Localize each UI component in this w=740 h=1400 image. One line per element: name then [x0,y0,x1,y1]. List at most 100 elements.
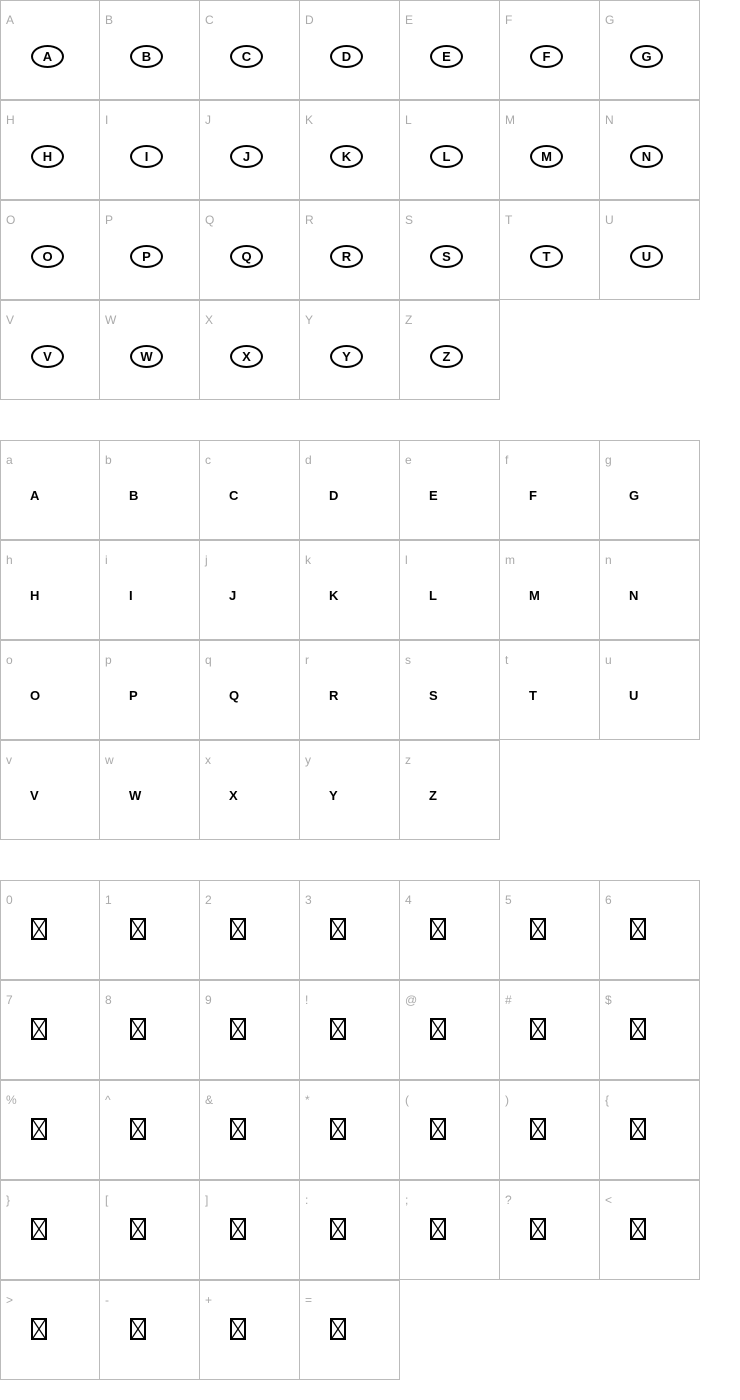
glyph-key-label: H [6,113,15,127]
glyph-key-label: b [105,453,112,467]
glyph-key-label: O [6,213,16,227]
glyph-cell: = [300,1280,400,1380]
glyph-key-label: > [6,1293,14,1307]
glyph: A [30,488,40,503]
missing-glyph-icon [130,918,146,940]
glyph-key-label: 3 [305,893,312,907]
glyph: Y [329,788,338,803]
glyph: C [229,488,239,503]
glyph: Q [229,688,240,703]
glyph: B [129,488,139,503]
glyph-cell: 6 [600,880,700,980]
glyph: P [129,688,138,703]
glyph-cell: 5 [500,880,600,980]
glyph: E [429,488,438,503]
glyph-key-label: j [205,553,208,567]
missing-glyph-icon [130,1318,146,1340]
glyph: L [429,588,437,603]
circled-glyph: X [230,345,263,368]
missing-glyph-icon [430,1118,446,1140]
glyph-key-label: 8 [105,993,112,1007]
circled-glyph: Y [330,345,363,368]
missing-glyph-icon [630,918,646,940]
missing-glyph-icon [330,1118,346,1140]
glyph: N [629,588,639,603]
glyph-key-label: D [305,13,314,27]
missing-glyph-icon [330,918,346,940]
glyph: W [129,788,142,803]
missing-glyph-icon [230,1018,246,1040]
glyph-cell: $ [600,980,700,1080]
glyph-key-label: A [6,13,15,27]
missing-glyph-icon [430,1018,446,1040]
glyph-cell: < [600,1180,700,1280]
glyph-key-label: 1 [105,893,112,907]
glyph-key-label: 9 [205,993,212,1007]
glyph-key-label: o [6,653,13,667]
glyph-key-label: F [505,13,513,27]
missing-glyph-icon [330,1318,346,1340]
glyph-key-label: - [105,1293,109,1307]
missing-glyph-icon [630,1018,646,1040]
glyph-key-label: & [205,1093,214,1107]
glyph-key-label: { [605,1093,610,1107]
glyph-key-label: L [405,113,412,127]
circled-glyph: D [330,45,363,68]
glyph-key-label: w [105,753,114,767]
glyph-key-label: y [305,753,311,767]
glyph-cell: 9 [200,980,300,1080]
glyph-key-label: M [505,113,515,127]
glyph-key-label: C [205,13,214,27]
glyph-cell: % [0,1080,100,1180]
circled-glyph: P [130,245,163,268]
glyph-key-label: r [305,653,309,667]
glyph-cell: 4 [400,880,500,980]
glyph-key-label: n [605,553,612,567]
glyph-key-label: % [6,1093,17,1107]
missing-glyph-icon [330,1018,346,1040]
glyph: T [529,688,537,703]
missing-glyph-icon [530,1218,546,1240]
missing-glyph-icon [530,1118,546,1140]
glyph-key-label: Q [205,213,215,227]
glyph: R [329,688,339,703]
glyph-key-label: a [6,453,13,467]
glyph-key-label: Y [305,313,314,327]
glyph-key-label: f [505,453,509,467]
glyph-key-label: X [205,313,214,327]
circled-glyph: S [430,245,463,268]
circled-glyph: L [430,145,463,168]
glyph-cell: > [0,1280,100,1380]
circled-glyph: K [330,145,363,168]
missing-glyph-icon [430,918,446,940]
glyph-key-label: k [305,553,311,567]
glyph: J [229,588,237,603]
glyph-key-label: x [205,753,211,767]
glyph: V [30,788,39,803]
glyph-key-label: c [205,453,211,467]
circled-glyph: I [130,145,163,168]
glyph-cell: ( [400,1080,500,1180]
glyph-key-label: 2 [205,893,212,907]
glyph-key-label: N [605,113,614,127]
missing-glyph-icon [130,1018,146,1040]
